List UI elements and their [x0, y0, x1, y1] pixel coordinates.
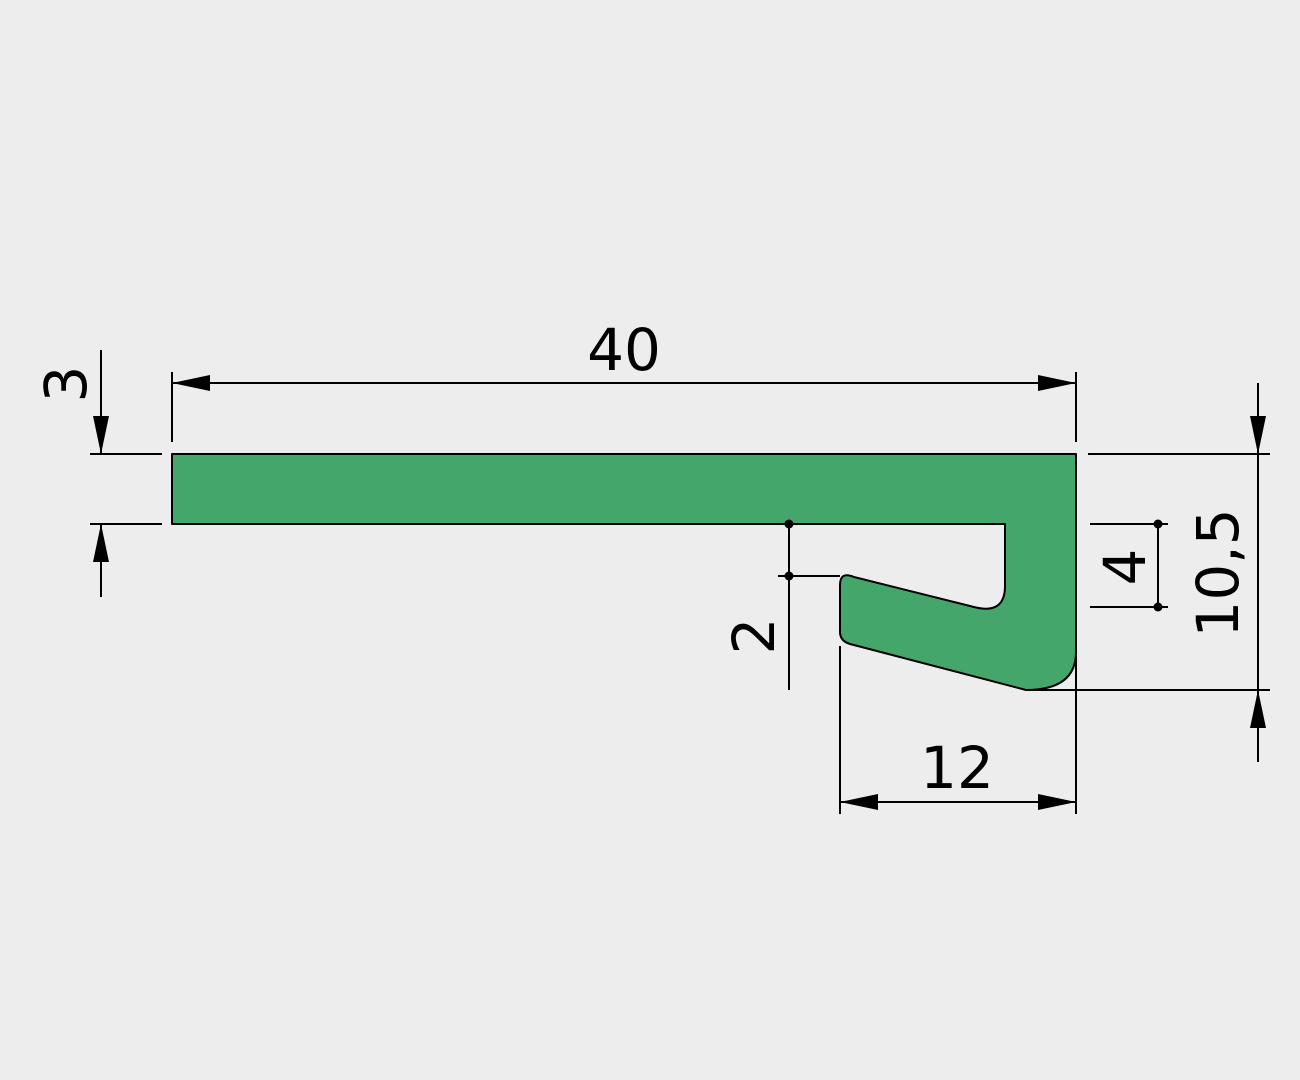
dimension-label-2: 2: [720, 618, 788, 655]
dimension-label-12: 12: [920, 734, 994, 802]
dimension-overall-width: 40: [171, 316, 1077, 442]
dimension-dot-bottom: [784, 571, 794, 581]
arrowhead-up: [1250, 690, 1266, 728]
dimension-slot-depth: 4: [1090, 519, 1168, 612]
arrowhead-down: [93, 416, 109, 454]
dimension-dot-bottom: [1153, 602, 1163, 612]
dimension-label-40: 40: [587, 316, 661, 384]
dimension-label-10-5: 10,5: [1184, 508, 1252, 637]
dimension-label-4: 4: [1091, 549, 1159, 586]
arrowhead-right: [1038, 794, 1076, 810]
dimension-dot-top: [784, 519, 794, 529]
dimension-hook-gap: 2: [720, 519, 840, 690]
dimension-top-thickness: 3: [32, 350, 162, 597]
dimension-dot-top: [1153, 519, 1163, 529]
dimension-hook-width: 12: [839, 646, 1077, 814]
arrowhead-down: [1250, 416, 1266, 454]
arrowhead-up: [93, 524, 109, 562]
dimension-overall-height: 10,5: [1026, 383, 1270, 762]
dimension-label-3: 3: [32, 366, 100, 403]
arrowhead-left: [840, 794, 878, 810]
profile-cross-section: [171, 453, 1077, 691]
arrowhead-right: [1038, 375, 1076, 391]
arrowhead-left: [172, 375, 210, 391]
